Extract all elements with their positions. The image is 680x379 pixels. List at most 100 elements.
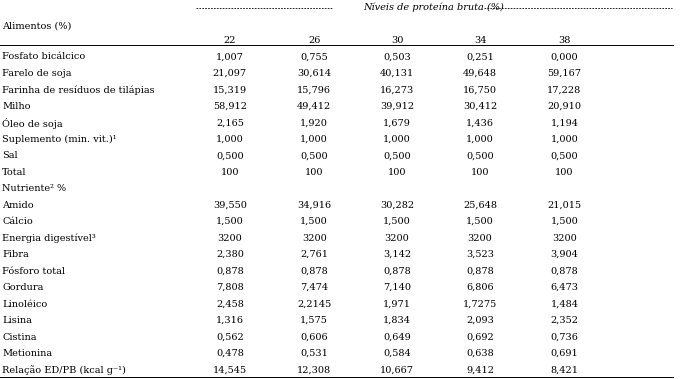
Text: 0,251: 0,251 xyxy=(466,52,494,61)
Text: 2,458: 2,458 xyxy=(216,299,243,309)
Text: 6,473: 6,473 xyxy=(550,283,579,292)
Text: 2,165: 2,165 xyxy=(216,118,243,127)
Text: 1,000: 1,000 xyxy=(216,135,243,144)
Text: 0,478: 0,478 xyxy=(216,349,243,358)
Text: Relação ED/PB (kcal g⁻¹): Relação ED/PB (kcal g⁻¹) xyxy=(2,365,126,375)
Text: 0,878: 0,878 xyxy=(551,267,578,276)
Text: 20,910: 20,910 xyxy=(547,102,581,111)
Text: 3200: 3200 xyxy=(552,233,577,243)
Text: 0,503: 0,503 xyxy=(384,52,411,61)
Text: 7,140: 7,140 xyxy=(383,283,411,292)
Text: 0,500: 0,500 xyxy=(384,151,411,160)
Text: 0,649: 0,649 xyxy=(384,333,411,341)
Text: Lisina: Lisina xyxy=(2,316,32,325)
Text: 30: 30 xyxy=(391,36,403,45)
Text: Nutriente² %: Nutriente² % xyxy=(2,184,66,193)
Text: 2,2145: 2,2145 xyxy=(297,299,331,309)
Text: 0,692: 0,692 xyxy=(466,333,494,341)
Text: 1,007: 1,007 xyxy=(216,52,243,61)
Text: 26: 26 xyxy=(308,36,320,45)
Text: 30,282: 30,282 xyxy=(380,201,414,210)
Text: 58,912: 58,912 xyxy=(213,102,247,111)
Text: 1,194: 1,194 xyxy=(550,118,579,127)
Text: 1,000: 1,000 xyxy=(466,135,494,144)
Text: 1,000: 1,000 xyxy=(551,135,578,144)
Text: 3200: 3200 xyxy=(385,233,409,243)
Text: 0,531: 0,531 xyxy=(301,349,328,358)
Text: 0,691: 0,691 xyxy=(551,349,578,358)
Text: 16,750: 16,750 xyxy=(463,85,497,94)
Text: 3200: 3200 xyxy=(302,233,326,243)
Text: 1,920: 1,920 xyxy=(301,118,328,127)
Text: 59,167: 59,167 xyxy=(547,69,581,78)
Text: 22: 22 xyxy=(224,36,236,45)
Text: Farelo de soja: Farelo de soja xyxy=(2,69,71,78)
Text: 1,000: 1,000 xyxy=(301,135,328,144)
Text: Milho: Milho xyxy=(2,102,31,111)
Text: 39,550: 39,550 xyxy=(213,201,247,210)
Text: 1,7275: 1,7275 xyxy=(463,299,497,309)
Text: 0,500: 0,500 xyxy=(216,151,243,160)
Text: 17,228: 17,228 xyxy=(547,85,581,94)
Text: 0,878: 0,878 xyxy=(466,267,494,276)
Text: 3200: 3200 xyxy=(468,233,492,243)
Text: 0,755: 0,755 xyxy=(301,52,328,61)
Text: 1,484: 1,484 xyxy=(550,299,579,309)
Text: Total: Total xyxy=(2,168,27,177)
Text: 0,878: 0,878 xyxy=(301,267,328,276)
Text: 3200: 3200 xyxy=(218,233,242,243)
Text: Metionina: Metionina xyxy=(2,349,52,358)
Text: 3,523: 3,523 xyxy=(466,250,494,259)
Text: 1,679: 1,679 xyxy=(384,118,411,127)
Text: Fosfato bicálcico: Fosfato bicálcico xyxy=(2,52,85,61)
Text: Cálcio: Cálcio xyxy=(2,217,33,226)
Text: 14,545: 14,545 xyxy=(213,365,247,374)
Text: 1,436: 1,436 xyxy=(466,118,494,127)
Text: Sal: Sal xyxy=(2,151,18,160)
Text: 2,761: 2,761 xyxy=(300,250,328,259)
Text: 9,412: 9,412 xyxy=(466,365,494,374)
Text: 38: 38 xyxy=(558,36,571,45)
Text: Farinha de resíduos de tilápias: Farinha de resíduos de tilápias xyxy=(2,85,154,95)
Text: 0,562: 0,562 xyxy=(216,333,243,341)
Text: 6,806: 6,806 xyxy=(466,283,494,292)
Text: 100: 100 xyxy=(555,168,574,177)
Text: 7,808: 7,808 xyxy=(216,283,243,292)
Text: Amido: Amido xyxy=(2,201,34,210)
Text: 7,474: 7,474 xyxy=(300,283,328,292)
Text: 1,834: 1,834 xyxy=(383,316,411,325)
Text: 12,308: 12,308 xyxy=(297,365,331,374)
Text: 100: 100 xyxy=(388,168,407,177)
Text: 0,878: 0,878 xyxy=(216,267,243,276)
Text: 2,352: 2,352 xyxy=(550,316,579,325)
Text: Fósforo total: Fósforo total xyxy=(2,267,65,276)
Text: 8,421: 8,421 xyxy=(550,365,579,374)
Text: 3,904: 3,904 xyxy=(551,250,578,259)
Text: Níveis de proteína bruta (%): Níveis de proteína bruta (%) xyxy=(364,3,504,13)
Text: 3,142: 3,142 xyxy=(383,250,411,259)
Text: Óleo de soja: Óleo de soja xyxy=(2,118,63,129)
Text: 2,380: 2,380 xyxy=(216,250,243,259)
Text: 15,319: 15,319 xyxy=(213,85,247,94)
Text: 100: 100 xyxy=(305,168,324,177)
Text: 0,500: 0,500 xyxy=(466,151,494,160)
Text: 0,606: 0,606 xyxy=(301,333,328,341)
Text: 1,575: 1,575 xyxy=(301,316,328,325)
Text: 1,500: 1,500 xyxy=(466,217,494,226)
Text: 1,500: 1,500 xyxy=(551,217,578,226)
Text: 1,316: 1,316 xyxy=(216,316,244,325)
Text: Energia digestível³: Energia digestível³ xyxy=(2,233,96,243)
Text: 1,500: 1,500 xyxy=(384,217,411,226)
Text: 34: 34 xyxy=(474,36,486,45)
Text: 40,131: 40,131 xyxy=(380,69,414,78)
Text: 21,097: 21,097 xyxy=(213,69,247,78)
Text: Linoléico: Linoléico xyxy=(2,299,48,309)
Text: 49,648: 49,648 xyxy=(463,69,497,78)
Text: Fibra: Fibra xyxy=(2,250,29,259)
Text: 0,638: 0,638 xyxy=(466,349,494,358)
Text: 100: 100 xyxy=(471,168,490,177)
Text: 1,971: 1,971 xyxy=(383,299,411,309)
Text: 30,412: 30,412 xyxy=(463,102,497,111)
Text: 1,000: 1,000 xyxy=(384,135,411,144)
Text: 2,093: 2,093 xyxy=(466,316,494,325)
